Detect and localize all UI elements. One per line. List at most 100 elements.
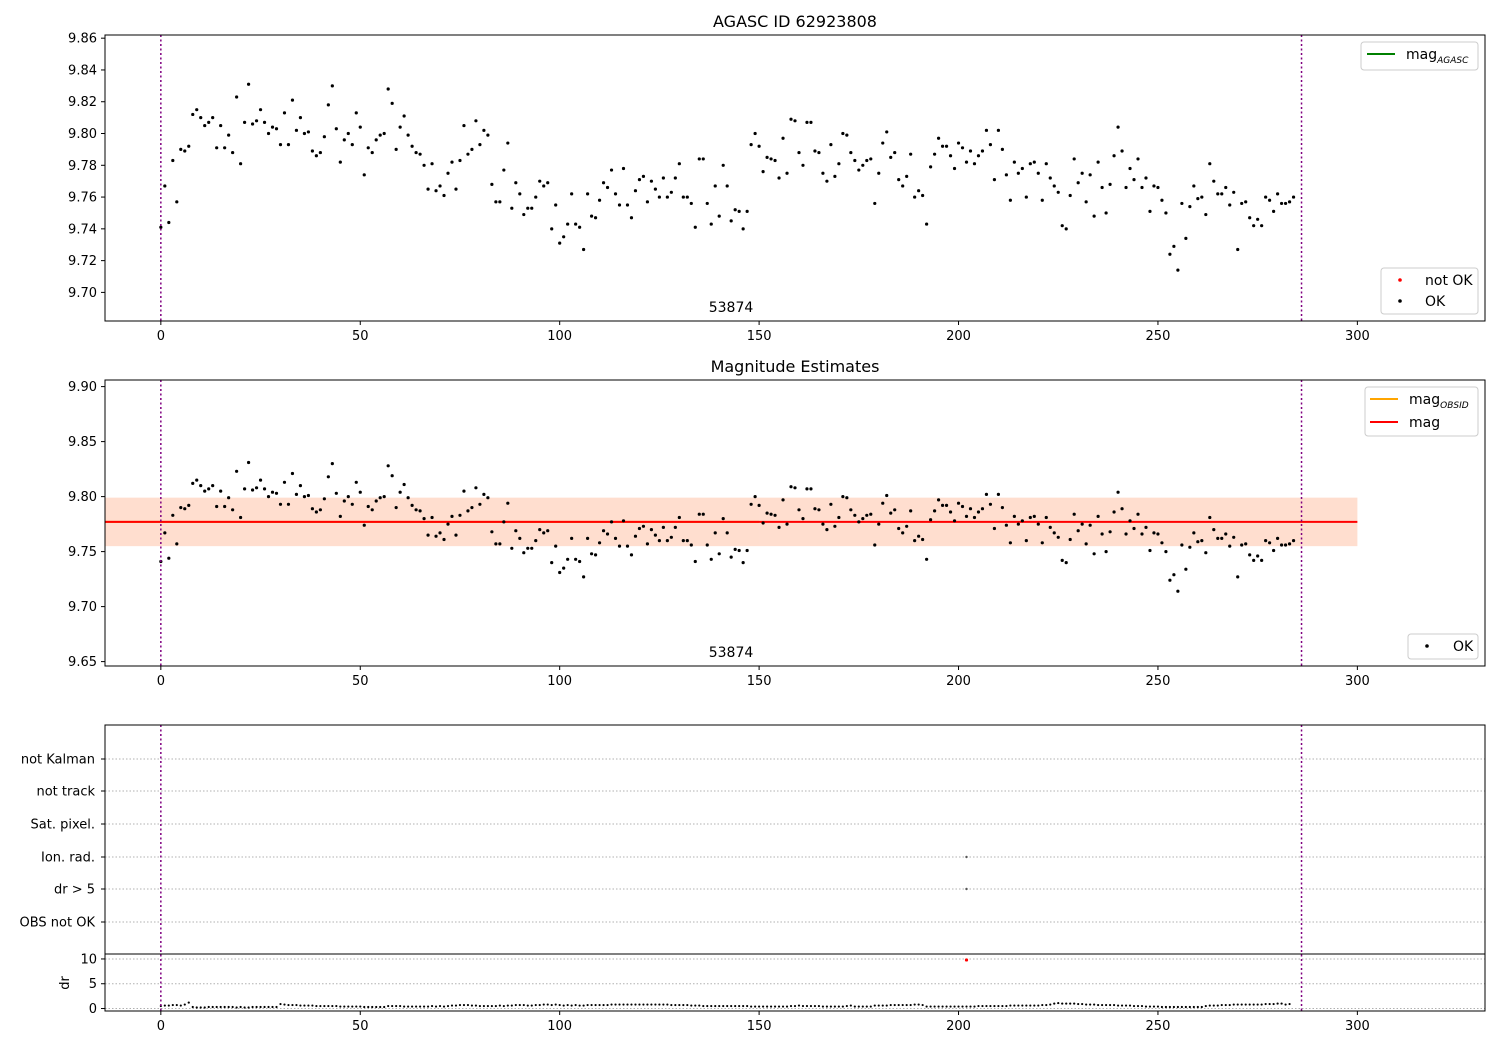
data-point: [956, 501, 961, 505]
data-point: [318, 150, 322, 155]
data-point: [789, 485, 793, 489]
dr-point: [1053, 1002, 1056, 1005]
data-point: [936, 136, 941, 140]
data-point: [729, 555, 733, 559]
dr-point: [167, 1004, 170, 1007]
data-point: [207, 120, 211, 124]
data-point: [789, 117, 793, 121]
data-point: [1116, 490, 1120, 494]
data-point: [869, 512, 873, 516]
dr-point: [666, 1003, 669, 1006]
data-point: [649, 179, 654, 183]
dr-point: [562, 1004, 565, 1007]
data-point: [1120, 149, 1124, 153]
dr-point: [769, 1005, 773, 1008]
x-tick-label: 300: [1345, 329, 1370, 344]
dr-point: [478, 1004, 482, 1008]
dr-point: [1172, 1005, 1176, 1009]
data-point: [725, 531, 729, 535]
dr-point: [542, 1003, 545, 1006]
x-tick-label: 150: [747, 329, 772, 344]
dr-point: [889, 1003, 892, 1007]
dr-point: [1128, 1004, 1132, 1007]
data-point: [761, 521, 765, 525]
data-point: [605, 185, 610, 190]
data-point: [829, 143, 833, 147]
dr-point: [1045, 1003, 1048, 1007]
data-point: [1208, 515, 1212, 520]
data-point: [725, 184, 729, 188]
dr-point: [594, 1003, 597, 1007]
dr-point: [343, 1005, 346, 1008]
dr-point: [486, 1004, 489, 1008]
dr-point: [833, 1005, 836, 1008]
data-point: [805, 487, 809, 491]
data-point: [514, 529, 518, 533]
data-point: [885, 130, 889, 134]
dr-point: [1069, 1002, 1072, 1005]
dr-tick-label: 0: [89, 1002, 97, 1017]
data-point: [1196, 540, 1200, 544]
legend-label-mag-agasc: magAGASC: [1406, 47, 1469, 66]
data-point: [215, 504, 219, 509]
data-point: [721, 517, 725, 521]
flag-label: dr > 5: [54, 883, 95, 898]
data-point: [470, 506, 474, 510]
dr-point: [558, 1003, 561, 1007]
legend-label-mag: mag: [1409, 415, 1440, 431]
data-point: [741, 227, 745, 231]
data-point: [1268, 541, 1272, 545]
data-point: [841, 131, 845, 136]
dr-point: [1140, 1004, 1144, 1008]
dr-point: [327, 1004, 330, 1008]
data-point: [370, 150, 374, 155]
data-point: [1056, 190, 1060, 194]
data-point: [833, 174, 837, 179]
data-point: [454, 187, 458, 191]
dr-point: [438, 1004, 442, 1008]
data-point: [972, 515, 977, 520]
dr-point: [1033, 1004, 1036, 1007]
data-point: [893, 508, 897, 512]
data-point: [382, 495, 386, 499]
data-point: [358, 490, 362, 494]
data-point: [781, 498, 785, 502]
data-point: [669, 190, 673, 194]
data-point: [566, 222, 570, 226]
data-point: [422, 163, 426, 167]
data-point: [550, 561, 554, 565]
data-point: [410, 503, 414, 507]
dr-point: [1104, 1003, 1108, 1007]
x-tick-label: 50: [352, 329, 369, 344]
data-point: [697, 512, 701, 516]
data-point: [278, 143, 283, 147]
data-point: [765, 155, 769, 159]
data-point: [239, 162, 243, 166]
data-point: [466, 152, 470, 156]
data-point: [1028, 515, 1032, 520]
data-point: [1048, 176, 1052, 180]
data-point: [306, 130, 311, 134]
data-point: [386, 87, 390, 91]
data-point: [498, 200, 502, 204]
dr-point: [1268, 1002, 1271, 1006]
data-point: [167, 220, 171, 225]
dr-point: [442, 1005, 446, 1008]
data-point: [538, 528, 542, 532]
data-point: [286, 502, 291, 506]
data-point: [390, 474, 394, 478]
data-point: [821, 171, 825, 175]
data-point: [972, 162, 977, 166]
data-point: [657, 539, 661, 543]
data-point: [482, 128, 486, 132]
data-point: [737, 548, 741, 553]
data-point: [936, 498, 941, 502]
data-point: [657, 195, 661, 199]
x-tick-label: 0: [157, 329, 165, 344]
data-point: [542, 531, 546, 535]
data-point: [1272, 548, 1276, 553]
dr-point: [195, 1006, 198, 1009]
data-point: [701, 512, 705, 516]
data-point: [1032, 160, 1036, 164]
data-point: [984, 128, 989, 132]
